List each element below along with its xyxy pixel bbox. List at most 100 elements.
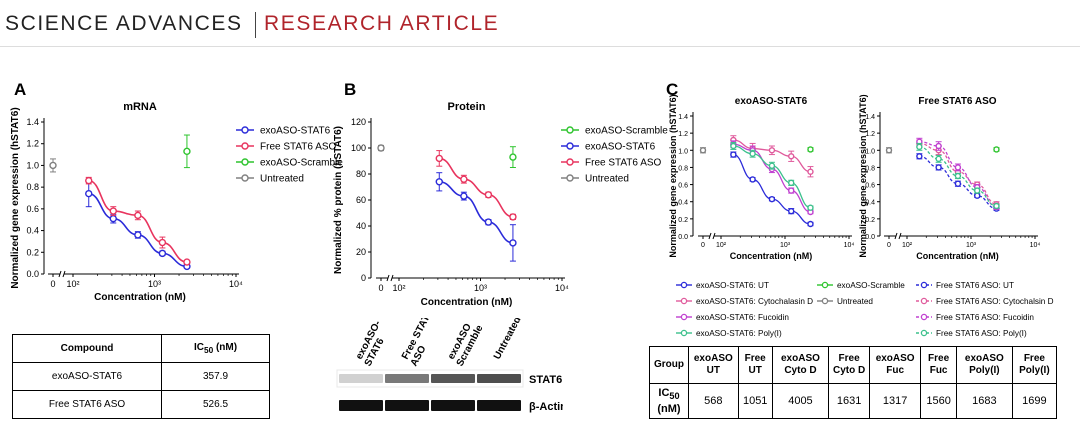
data-point — [885, 147, 893, 154]
legend-label: Untreated — [585, 174, 629, 185]
series-exoaso-scramble — [807, 146, 814, 153]
lane-label: Free STAT6ASO — [399, 318, 445, 368]
data-point — [699, 147, 707, 154]
x-axis-label: Concentration (nM) — [94, 292, 186, 303]
y-tick-label: 0.4 — [865, 200, 875, 207]
series-exoaso-scramble — [993, 146, 1000, 153]
y-tick-label: 1.4 — [26, 117, 39, 127]
ic-unit: (nM) — [213, 342, 238, 353]
series-exoaso-stat6 — [85, 180, 191, 271]
table-header-cell: exoASO Cyto D — [771, 346, 830, 384]
data-point — [749, 150, 756, 157]
legend-label: Free STAT6 ASO: Cytochalsin D — [936, 297, 1054, 306]
y-tick-label: 0.6 — [26, 204, 39, 214]
article-type: RESEARCH ARTICLE — [264, 12, 500, 35]
data-point — [134, 231, 142, 239]
chart-title: mRNA — [123, 101, 157, 113]
table-cell: 1631 — [828, 383, 870, 419]
y-tick-label: 0.0 — [678, 234, 688, 241]
data-point — [49, 161, 57, 170]
data-point — [460, 175, 468, 183]
lane-label: Untreated — [492, 318, 524, 361]
legend-label: Free STAT6 ASO: Fucoidin — [936, 313, 1034, 322]
table-cell: 568 — [688, 383, 739, 419]
data-point — [109, 207, 117, 215]
y-tick-label: 0.0 — [865, 234, 875, 241]
data-point — [788, 207, 795, 215]
x-tick-label: 10⁴ — [555, 283, 569, 293]
table-cell: 1560 — [920, 383, 957, 419]
table-header-cell: Free Cyto D — [828, 346, 870, 384]
y-axis-label: Normalized % protein (hSTAT6) — [333, 126, 344, 274]
axis-break-mark — [390, 274, 394, 282]
y-tick-label: 0.2 — [26, 247, 39, 257]
y-tick-label: 0.6 — [865, 183, 875, 190]
y-tick-label: 1.4 — [865, 114, 875, 121]
data-point — [935, 142, 942, 150]
table-header-cell: IC50 (nM) — [161, 334, 270, 363]
axis-break-mark — [712, 232, 716, 240]
y-tick-label: 1.2 — [678, 131, 688, 138]
chart-title: Free STAT6 ASO — [918, 96, 996, 107]
y-tick-label: 40 — [356, 221, 366, 231]
data-point — [85, 176, 93, 185]
data-point — [377, 144, 385, 152]
series-exoaso-scramble — [509, 146, 517, 168]
chart-C-left: 0.0 0.2 0.4 0.6 0.8 1.0 1.2 1.4 0 10² 10³ 10⁴ exoASO… — [668, 94, 854, 261]
fit-curve — [919, 155, 997, 210]
chart-title: exoASO-STAT6 — [735, 96, 808, 107]
legend-label: exoASO-Scramble — [585, 126, 668, 137]
stat6-band — [431, 374, 475, 383]
x-tick-label: 10³ — [474, 283, 487, 293]
x-tick-label: 0 — [50, 279, 55, 289]
data-point — [435, 178, 443, 186]
data-point — [484, 191, 493, 199]
legend-marker — [566, 174, 574, 182]
data-point — [460, 192, 468, 200]
series-exoaso-stat6-ut — [730, 151, 814, 228]
axis-break-mark — [386, 274, 390, 282]
fit-curve — [88, 179, 188, 263]
data-point — [974, 187, 981, 194]
data-point — [954, 164, 962, 171]
series-untreated — [49, 158, 57, 173]
legend-marker — [821, 297, 829, 305]
series-untreated — [885, 147, 893, 154]
legend-label: exoASO-STAT6: Cytochalasin D — [696, 297, 813, 306]
series-free-stat6-aso — [435, 150, 517, 221]
y-tick-label: 0.6 — [678, 183, 688, 190]
ic50-table-a: Compound IC50 (nM) exoASO-STAT6 357.9 Fr… — [11, 334, 270, 419]
series-free-stat6-aso-ut — [916, 153, 1000, 212]
legend-label: exoASO-Scramble — [837, 281, 905, 290]
y-tick-label: 1.0 — [26, 160, 39, 170]
data-point — [954, 172, 962, 180]
journal-header: SCIENCE ADVANCES RESEARCH ARTICLE — [0, 0, 1080, 40]
chart-A: 0.0 0.2 0.4 0.6 0.8 1.0 1.2 1.4 0 10² 10³ 10⁴ mRNA Co… — [10, 101, 343, 303]
blot-frame — [336, 369, 524, 388]
data-point — [134, 211, 142, 220]
table-cell: 1317 — [868, 383, 922, 419]
series-free-stat6-aso — [85, 176, 191, 266]
y-tick-label: 0.4 — [26, 226, 39, 236]
legend-c: exoASO-STAT6: UT exoASO-Scramble Free STAT… — [676, 281, 1054, 338]
y-tick-label: 60 — [356, 195, 366, 205]
legend-label: Free STAT6 ASO: Poly(I) — [936, 329, 1027, 338]
legend-label: Untreated — [837, 297, 873, 306]
legend-marker — [566, 126, 574, 134]
series-exoaso-scramble — [183, 134, 191, 169]
axis-break-mark — [58, 270, 62, 278]
data-point — [158, 249, 167, 258]
table-cell: 1699 — [1011, 383, 1058, 419]
legend-label: exoASO-STAT6: Poly(I) — [696, 329, 782, 338]
y-tick-label: 1.0 — [865, 148, 875, 155]
x-tick-label: 10⁴ — [1030, 242, 1041, 249]
data-point — [916, 153, 923, 160]
table-header-cell: Free Fuc — [920, 346, 957, 384]
data-point — [974, 192, 981, 199]
data-point — [730, 151, 737, 158]
header-divider — [255, 12, 256, 38]
data-point — [768, 162, 776, 169]
data-point — [509, 239, 517, 247]
stat6-band — [477, 374, 521, 383]
chart-B: 0 20 40 60 80 100 120 0 10² 10³ 10⁴ Protein Concentr… — [333, 101, 668, 308]
